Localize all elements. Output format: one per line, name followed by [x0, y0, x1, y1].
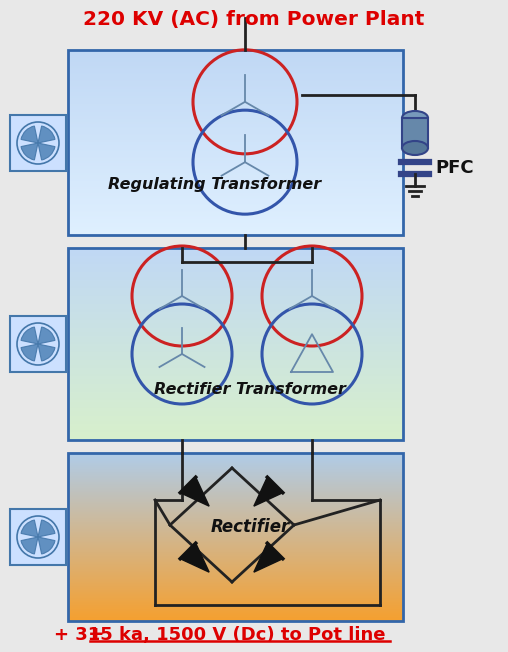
- Text: PFC: PFC: [435, 159, 473, 177]
- Bar: [68, 248, 403, 440]
- Polygon shape: [254, 543, 283, 572]
- Wedge shape: [21, 126, 38, 143]
- Bar: [10, 316, 66, 372]
- Text: 220 KV (AC) from Power Plant: 220 KV (AC) from Power Plant: [83, 10, 425, 29]
- Bar: [68, 50, 403, 235]
- Wedge shape: [38, 344, 55, 361]
- Bar: [402, 118, 428, 148]
- Wedge shape: [38, 126, 55, 143]
- Wedge shape: [21, 520, 38, 537]
- Ellipse shape: [402, 111, 428, 125]
- Polygon shape: [180, 477, 209, 506]
- Wedge shape: [21, 143, 38, 160]
- Text: Rectifier Transformer: Rectifier Transformer: [154, 383, 346, 398]
- Wedge shape: [38, 520, 55, 537]
- Bar: [10, 115, 66, 171]
- Text: +: +: [88, 625, 105, 644]
- Wedge shape: [21, 537, 38, 554]
- Wedge shape: [38, 537, 55, 554]
- Ellipse shape: [402, 141, 428, 155]
- Text: + 315 ka, 1500 V (Dc) to Pot line: + 315 ka, 1500 V (Dc) to Pot line: [54, 626, 386, 644]
- Polygon shape: [254, 477, 283, 506]
- Polygon shape: [180, 543, 209, 572]
- Wedge shape: [38, 143, 55, 160]
- Wedge shape: [38, 327, 55, 344]
- Text: Regulating Transformer: Regulating Transformer: [108, 177, 322, 192]
- Bar: [68, 453, 403, 621]
- Wedge shape: [21, 327, 38, 344]
- Bar: [10, 509, 66, 565]
- Wedge shape: [21, 344, 38, 361]
- Text: Rectifier: Rectifier: [210, 518, 290, 536]
